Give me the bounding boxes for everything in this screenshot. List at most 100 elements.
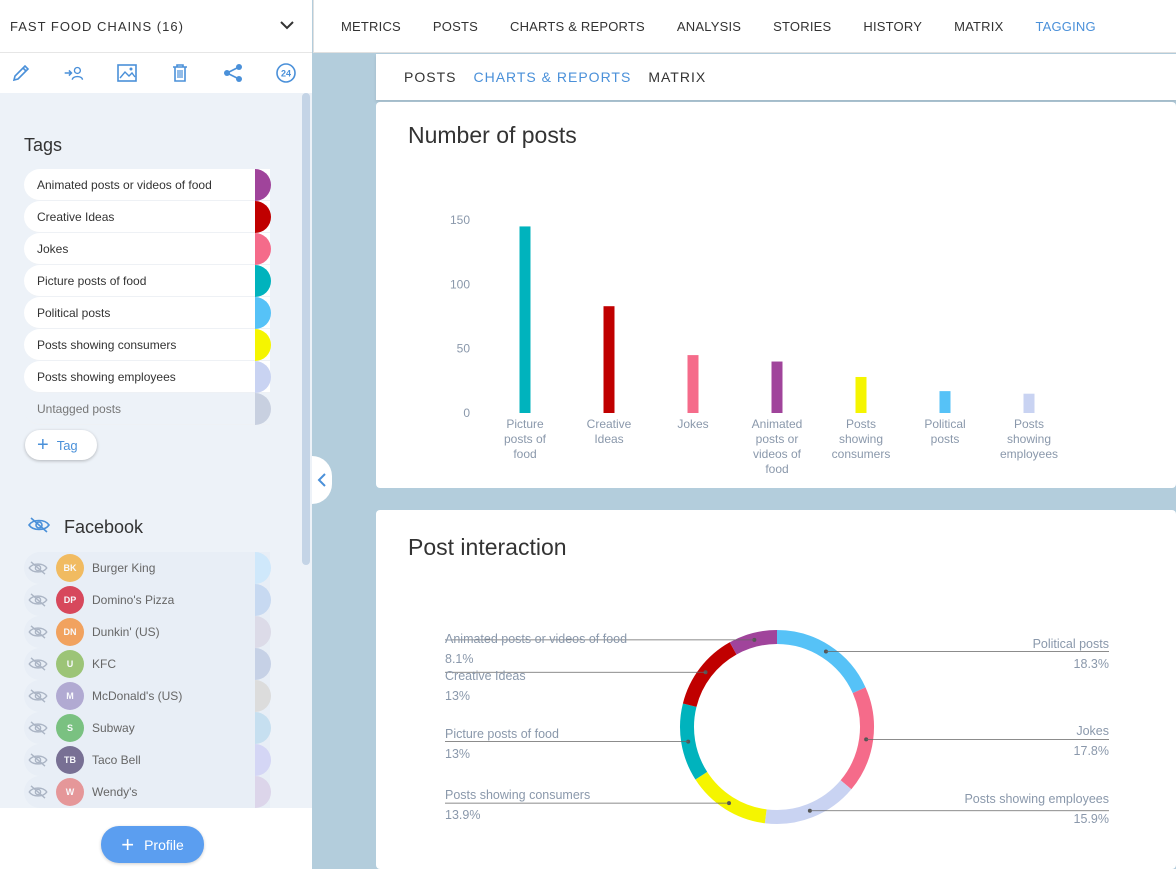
tag-item[interactable]: Picture posts of food bbox=[24, 265, 271, 297]
page-color-swatch[interactable] bbox=[255, 584, 271, 616]
tag-label: Posts showing consumers bbox=[37, 337, 177, 352]
page-item[interactable]: DN Dunkin' (US) bbox=[24, 616, 271, 648]
bar[interactable] bbox=[603, 306, 615, 413]
bar[interactable] bbox=[1023, 393, 1035, 413]
page-list: BK Burger King DP Domino's Pizza DN Dunkin' (… bbox=[24, 552, 271, 808]
subtab-charts-reports[interactable]: CHARTS & REPORTS bbox=[473, 69, 632, 85]
bar[interactable] bbox=[519, 226, 531, 413]
tag-color-swatch[interactable] bbox=[255, 329, 271, 361]
tag-item[interactable]: Political posts bbox=[24, 297, 271, 329]
tag-item[interactable]: Creative Ideas bbox=[24, 201, 271, 233]
tab-posts[interactable]: POSTS bbox=[432, 18, 478, 34]
tab-metrics[interactable]: METRICS bbox=[341, 18, 401, 34]
tag-color-swatch[interactable] bbox=[255, 393, 271, 425]
x-tick-label: Creative Ideas bbox=[587, 417, 632, 446]
donut-slice[interactable] bbox=[776, 630, 866, 694]
add-tag-label: Tag bbox=[56, 437, 78, 453]
tab-matrix[interactable]: MATRIX bbox=[954, 18, 1004, 34]
tag-color-swatch[interactable] bbox=[255, 169, 271, 201]
trash-icon[interactable] bbox=[169, 62, 191, 84]
scrollbar[interactable] bbox=[302, 93, 310, 565]
tag-item[interactable]: Animated posts or videos of food bbox=[24, 169, 271, 201]
tag-label: Jokes bbox=[37, 241, 69, 256]
svg-text:24: 24 bbox=[281, 69, 291, 79]
sidebar-scroll-area[interactable]: Tags Animated posts or videos of food Cre… bbox=[0, 93, 312, 808]
y-tick-label: 150 bbox=[450, 213, 470, 227]
tag-color-swatch[interactable] bbox=[255, 233, 271, 265]
eye-slash-icon[interactable] bbox=[28, 784, 50, 800]
x-tick-label: Posts showing consumers bbox=[832, 417, 891, 461]
page-item[interactable]: W Wendy's bbox=[24, 776, 271, 808]
facebook-title: Facebook bbox=[64, 517, 144, 537]
subtab-matrix[interactable]: MATRIX bbox=[648, 69, 707, 85]
pencil-icon[interactable] bbox=[10, 62, 32, 84]
tag-item[interactable]: Untagged posts bbox=[24, 393, 271, 425]
image-icon[interactable] bbox=[116, 62, 138, 84]
tab-analysis[interactable]: ANALYSIS bbox=[676, 18, 742, 34]
page-avatar: W bbox=[56, 778, 84, 806]
bar[interactable] bbox=[939, 391, 951, 413]
page-color-swatch[interactable] bbox=[255, 616, 271, 648]
refresh-24-icon[interactable]: 24 bbox=[275, 62, 297, 84]
tags-title: Tags bbox=[24, 135, 63, 155]
bar[interactable] bbox=[687, 355, 699, 413]
page-color-swatch[interactable] bbox=[255, 712, 271, 744]
page-color-swatch[interactable] bbox=[255, 744, 271, 776]
slice-percent: 13% bbox=[445, 689, 470, 703]
slice-label: Picture posts of food bbox=[445, 727, 559, 741]
donut-slice[interactable] bbox=[682, 642, 737, 708]
page-label: Wendy's bbox=[92, 785, 138, 799]
chevron-down-icon[interactable] bbox=[280, 17, 294, 35]
eye-slash-icon[interactable] bbox=[28, 656, 50, 672]
slice-percent: 18.3% bbox=[1074, 657, 1109, 671]
page-color-swatch[interactable] bbox=[255, 680, 271, 712]
donut-slice[interactable] bbox=[695, 771, 767, 824]
eye-slash-icon[interactable] bbox=[28, 517, 50, 538]
page-color-swatch[interactable] bbox=[255, 776, 271, 808]
tag-color-swatch[interactable] bbox=[255, 201, 271, 233]
add-profile-button[interactable]: + Profile bbox=[101, 826, 204, 863]
page-item[interactable]: S Subway bbox=[24, 712, 271, 744]
tag-item[interactable]: Posts showing employees bbox=[24, 361, 271, 393]
slice-marker bbox=[686, 739, 691, 744]
page-color-swatch[interactable] bbox=[255, 552, 271, 584]
page-label: Subway bbox=[92, 721, 135, 735]
eye-slash-icon[interactable] bbox=[28, 720, 50, 736]
eye-slash-icon[interactable] bbox=[28, 560, 50, 576]
tab-charts-reports[interactable]: CHARTS & REPORTS bbox=[509, 18, 645, 34]
project-selector[interactable]: FAST FOOD CHAINS (16) bbox=[0, 0, 312, 53]
bar[interactable] bbox=[855, 376, 867, 413]
donut-slice[interactable] bbox=[840, 687, 874, 790]
donut-slice[interactable] bbox=[764, 780, 852, 824]
tag-item[interactable]: Posts showing consumers bbox=[24, 329, 271, 361]
tag-color-swatch[interactable] bbox=[255, 361, 271, 393]
page-color-swatch[interactable] bbox=[255, 648, 271, 680]
eye-slash-icon[interactable] bbox=[28, 752, 50, 768]
page-item[interactable]: TB Taco Bell bbox=[24, 744, 271, 776]
page-item[interactable]: DP Domino's Pizza bbox=[24, 584, 271, 616]
y-tick-label: 100 bbox=[450, 277, 470, 291]
facebook-section-header: Facebook bbox=[28, 517, 143, 538]
page-item[interactable]: BK Burger King bbox=[24, 552, 271, 584]
eye-slash-icon[interactable] bbox=[28, 592, 50, 608]
eye-slash-icon[interactable] bbox=[28, 624, 50, 640]
tag-color-swatch[interactable] bbox=[255, 265, 271, 297]
tag-item[interactable]: Jokes bbox=[24, 233, 271, 265]
bar[interactable] bbox=[771, 361, 783, 413]
share-icon[interactable] bbox=[222, 62, 244, 84]
add-tag-button[interactable]: + Tag bbox=[25, 430, 97, 460]
page-item[interactable]: M McDonald's (US) bbox=[24, 680, 271, 712]
assign-user-icon[interactable] bbox=[63, 62, 85, 84]
y-tick-label: 0 bbox=[463, 406, 470, 420]
collapse-sidebar-button[interactable] bbox=[312, 456, 332, 504]
eye-slash-icon[interactable] bbox=[28, 688, 50, 704]
tag-color-swatch[interactable] bbox=[255, 297, 271, 329]
tab-tagging[interactable]: TAGGING bbox=[1035, 18, 1096, 34]
slice-percent: 15.9% bbox=[1074, 812, 1109, 826]
page-item[interactable]: U KFC bbox=[24, 648, 271, 680]
page-avatar: U bbox=[56, 650, 84, 678]
tab-stories[interactable]: STORIES bbox=[773, 18, 832, 34]
tag-label: Creative Ideas bbox=[37, 209, 115, 224]
subtab-posts[interactable]: POSTS bbox=[404, 69, 457, 85]
tab-history[interactable]: HISTORY bbox=[863, 18, 923, 34]
